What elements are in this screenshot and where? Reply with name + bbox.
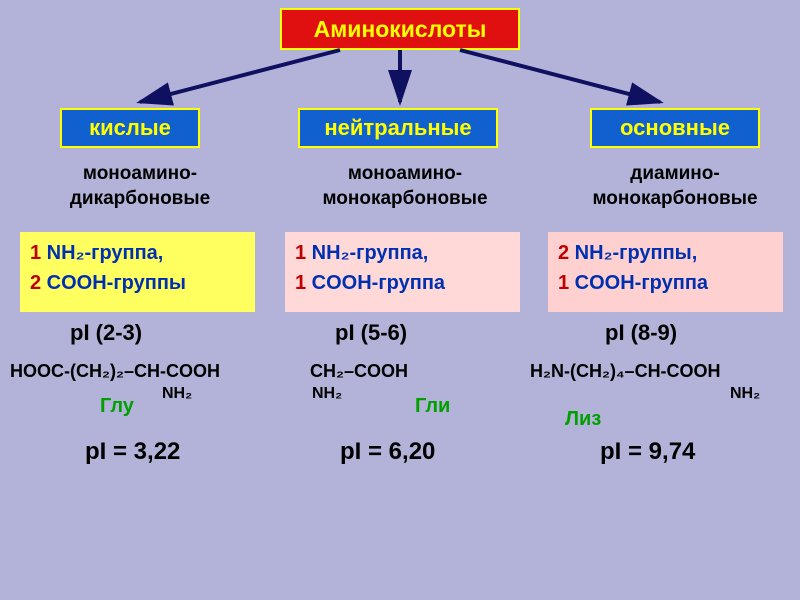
formula-neutral: CH₂–COOH — [310, 362, 408, 380]
sub-basic-l1: диамино- — [630, 163, 719, 184]
pi-range-acidic: pI (2-3) — [70, 320, 142, 346]
category-acidic: кислые — [60, 108, 200, 148]
grp1-nh2-t: NH₂-группа, — [41, 242, 163, 264]
sub-basic: диамино- монокарбоновые — [560, 162, 790, 211]
title-box: Аминокислоты — [280, 8, 520, 50]
grp3-nh2-n: 2 — [558, 242, 569, 264]
arrow-left — [140, 50, 340, 102]
group-acidic: 1 NH₂-группа, 2 COOH-группы — [20, 232, 255, 312]
sub-neutral-l1: моноамино- — [348, 163, 462, 184]
category-neutral: нейтральные — [298, 108, 498, 148]
sub-basic-l2: монокарбоновые — [592, 188, 757, 209]
cat-acidic-label: кислые — [89, 115, 171, 141]
formula-acidic: HOOC-(CH₂)₂–CH-COOH — [10, 362, 220, 380]
grp2-nh2-n: 1 — [295, 242, 306, 264]
grp2-cooh-t: COOH-группа — [306, 272, 445, 294]
grp2-nh2-t: NH₂-группа, — [306, 242, 428, 264]
grp1-nh2-n: 1 — [30, 242, 41, 264]
arrow-right — [460, 50, 660, 102]
abbr-acidic: Глу — [100, 395, 134, 418]
formula-basic: H₂N-(CH₂)₄–CH-COOH — [530, 362, 721, 380]
cat-neutral-label: нейтральные — [324, 115, 471, 141]
grp2-cooh-n: 1 — [295, 272, 306, 294]
group-basic: 2 NH₂-группы, 1 COOH-группа — [548, 232, 783, 312]
grp1-cooh-t: COOH-группы — [41, 272, 186, 294]
pi-range-neutral: pI (5-6) — [335, 320, 407, 346]
sub-acidic: моноамино- дикарбоновые — [40, 162, 240, 211]
pi-val-acidic: pI = 3,22 — [85, 438, 180, 466]
category-basic: основные — [590, 108, 760, 148]
nh2-below-2: NH₂ — [312, 385, 342, 403]
pi-val-neutral: pI = 6,20 — [340, 438, 435, 466]
group-neutral: 1 NH₂-группа, 1 COOH-группа — [285, 232, 520, 312]
grp3-cooh-t: COOH-группа — [569, 272, 708, 294]
sub-neutral-l2: монокарбоновые — [322, 188, 487, 209]
grp3-cooh-n: 1 — [558, 272, 569, 294]
abbr-neutral: Гли — [415, 395, 450, 418]
sub-neutral: моноамино- монокарбоновые — [295, 162, 515, 211]
cat-basic-label: основные — [620, 115, 730, 141]
sub-acidic-l2: дикарбоновые — [70, 188, 210, 209]
abbr-basic: Лиз — [565, 408, 601, 431]
sub-acidic-l1: моноамино- — [83, 163, 197, 184]
grp1-cooh-n: 2 — [30, 272, 41, 294]
title-text: Аминокислоты — [314, 16, 487, 43]
grp3-nh2-t: NH₂-группы, — [569, 242, 697, 264]
pi-range-basic: pI (8-9) — [605, 320, 677, 346]
nh2-below-1: NH₂ — [162, 385, 192, 403]
pi-val-basic: pI = 9,74 — [600, 438, 695, 466]
nh2-below-3: NH₂ — [730, 385, 760, 403]
